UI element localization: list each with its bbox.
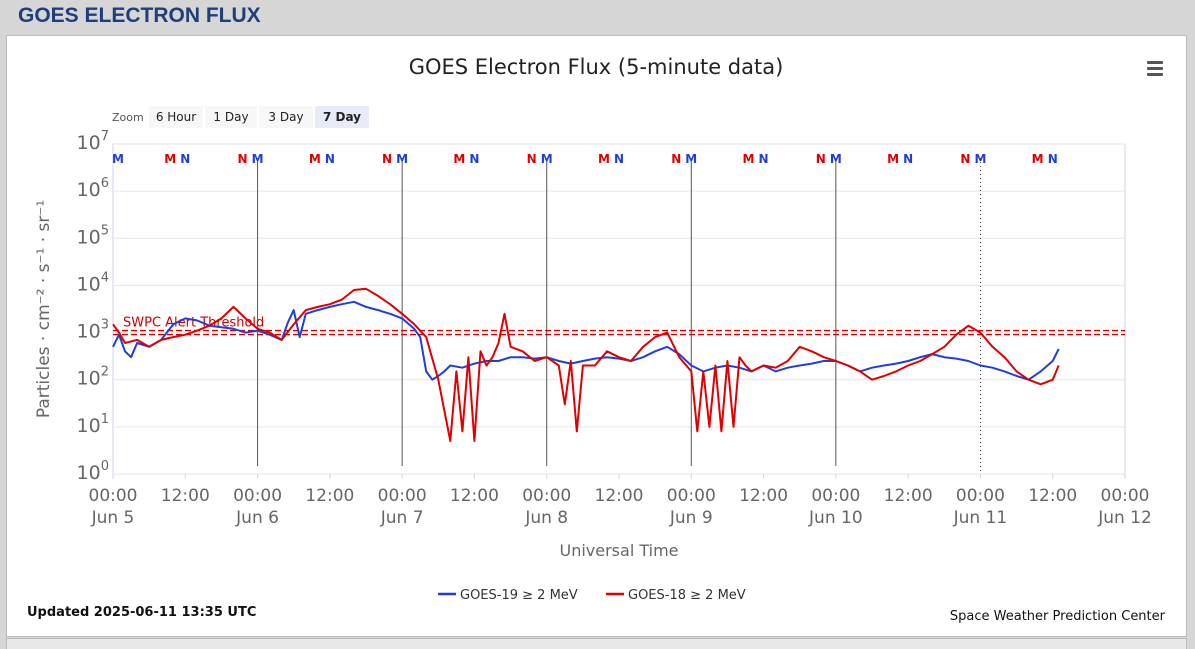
plot-frame bbox=[112, 143, 1126, 475]
x-tick-date-label: Jun 11 bbox=[953, 508, 1008, 528]
x-tick-date-label: Jun 8 bbox=[524, 508, 568, 528]
y-tick-label: 100 bbox=[77, 459, 109, 484]
zoom-button-3-day[interactable]: 3 Day bbox=[259, 106, 313, 128]
midnight-marker: M bbox=[309, 152, 321, 166]
electron-flux-chart: GOES Electron Flux (5-minute data) Zoom … bbox=[27, 55, 1167, 624]
midnight-marker: M bbox=[598, 152, 610, 166]
x-tick-label: 00:00 bbox=[811, 486, 860, 506]
x-tick-date-label: Jun 12 bbox=[1097, 508, 1152, 528]
y-tick-label: 101 bbox=[77, 412, 109, 437]
x-tick-label: 00:00 bbox=[378, 486, 427, 506]
x-tick-label: 00:00 bbox=[89, 486, 138, 506]
noon-marker: N bbox=[816, 152, 826, 166]
midnight-marker: M bbox=[396, 152, 408, 166]
y-tick-label: 104 bbox=[77, 270, 109, 295]
noon-marker: N bbox=[960, 152, 970, 166]
y-tick-label: 107 bbox=[77, 129, 109, 154]
noon-marker: N bbox=[671, 152, 681, 166]
x-tick-label: 00:00 bbox=[522, 486, 571, 506]
next-panel-edge bbox=[6, 638, 1187, 649]
midnight-marker: M bbox=[541, 152, 553, 166]
zoom-button-group: 6 Hour 1 Day 3 Day 7 Day bbox=[149, 106, 369, 128]
midnight-marker: M bbox=[974, 152, 986, 166]
legend-label-goes-18: GOES-18 ≥ 2 MeV bbox=[628, 588, 746, 603]
noon-marker: N bbox=[237, 152, 247, 166]
x-tick-date-label: Jun 10 bbox=[808, 508, 863, 528]
noon-marker: N bbox=[903, 152, 913, 166]
x-tick-label: 00:00 bbox=[956, 486, 1005, 506]
midnight-marker: M bbox=[453, 152, 465, 166]
updated-timestamp: Updated 2025-06-11 13:35 UTC bbox=[27, 605, 256, 620]
noon-marker: N bbox=[382, 152, 392, 166]
page-header: GOES ELECTRON FLUX bbox=[0, 0, 1195, 34]
page-heading: GOES ELECTRON FLUX bbox=[18, 4, 261, 27]
x-axis-title: Universal Time bbox=[559, 541, 678, 560]
y-axis-title: Particles · cm⁻² · s⁻¹ · sr⁻¹ bbox=[34, 200, 54, 418]
midnight-marker: M bbox=[252, 152, 264, 166]
y-tick-label: 105 bbox=[77, 223, 109, 248]
x-tick-label: 12:00 bbox=[884, 486, 933, 506]
x-tick-date-label: Jun 5 bbox=[91, 508, 135, 528]
legend-item-goes-19[interactable]: GOES-19 ≥ 2 MeV bbox=[438, 588, 578, 603]
noon-marker: N bbox=[469, 152, 479, 166]
zoom-label: Zoom bbox=[112, 111, 144, 124]
noon-marker: N bbox=[325, 152, 335, 166]
alert-threshold-label: SWPC Alert Threshold bbox=[123, 316, 264, 331]
y-tick-label: 103 bbox=[77, 318, 109, 343]
x-tick-label: 12:00 bbox=[595, 486, 644, 506]
x-tick-date-label: Jun 9 bbox=[669, 508, 713, 528]
x-tick-label: 12:00 bbox=[1028, 486, 1077, 506]
x-tick-date-label: Jun 7 bbox=[380, 508, 424, 528]
zoom-button-label: 3 Day bbox=[268, 110, 303, 124]
midnight-marker: M bbox=[830, 152, 842, 166]
zoom-button-6-hour[interactable]: 6 Hour bbox=[149, 106, 203, 128]
y-tick-label: 106 bbox=[77, 176, 109, 201]
hamburger-menu-icon[interactable] bbox=[1143, 57, 1167, 79]
zoom-button-label: 6 Hour bbox=[156, 110, 196, 124]
x-tick-label: 00:00 bbox=[1101, 486, 1150, 506]
x-tick-label: 12:00 bbox=[739, 486, 788, 506]
y-tick-label: 102 bbox=[77, 365, 109, 390]
midnight-marker: M bbox=[887, 152, 899, 166]
x-tick-label: 12:00 bbox=[450, 486, 499, 506]
noon-marker: N bbox=[180, 152, 190, 166]
noon-marker: N bbox=[759, 152, 769, 166]
midnight-marker: M bbox=[112, 152, 124, 166]
chart-panel: GOES Electron Flux (5-minute data) Zoom … bbox=[6, 35, 1187, 637]
noon-marker: N bbox=[1048, 152, 1058, 166]
legend-item-goes-18[interactable]: GOES-18 ≥ 2 MeV bbox=[606, 588, 746, 603]
plot-area: 100 101 102 103 104 105 106 107 Particles · cm⁻²… bbox=[34, 129, 1152, 528]
zoom-button-7-day[interactable]: 7 Day bbox=[315, 106, 369, 128]
zoom-button-1-day[interactable]: 1 Day bbox=[205, 106, 257, 128]
x-tick-date-label: Jun 6 bbox=[235, 508, 279, 528]
zoom-button-label: 7 Day bbox=[323, 110, 361, 124]
noon-marker: N bbox=[614, 152, 624, 166]
x-tick-label: 12:00 bbox=[161, 486, 210, 506]
x-tick-label: 00:00 bbox=[667, 486, 716, 506]
midnight-marker: M bbox=[1032, 152, 1044, 166]
series-line-goes-18 bbox=[112, 287, 1060, 442]
legend: GOES-19 ≥ 2 MeV GOES-18 ≥ 2 MeV bbox=[438, 588, 746, 603]
noon-marker: N bbox=[527, 152, 537, 166]
credit-label: Space Weather Prediction Center bbox=[950, 609, 1166, 624]
x-tick-label: 12:00 bbox=[305, 486, 354, 506]
legend-label-goes-19: GOES-19 ≥ 2 MeV bbox=[460, 588, 578, 603]
midnight-marker: M bbox=[743, 152, 755, 166]
midnight-marker: M bbox=[685, 152, 697, 166]
zoom-button-label: 1 Day bbox=[213, 110, 248, 124]
chart-title: GOES Electron Flux (5-minute data) bbox=[409, 55, 784, 79]
x-tick-label: 00:00 bbox=[233, 486, 282, 506]
midnight-marker: M bbox=[164, 152, 176, 166]
